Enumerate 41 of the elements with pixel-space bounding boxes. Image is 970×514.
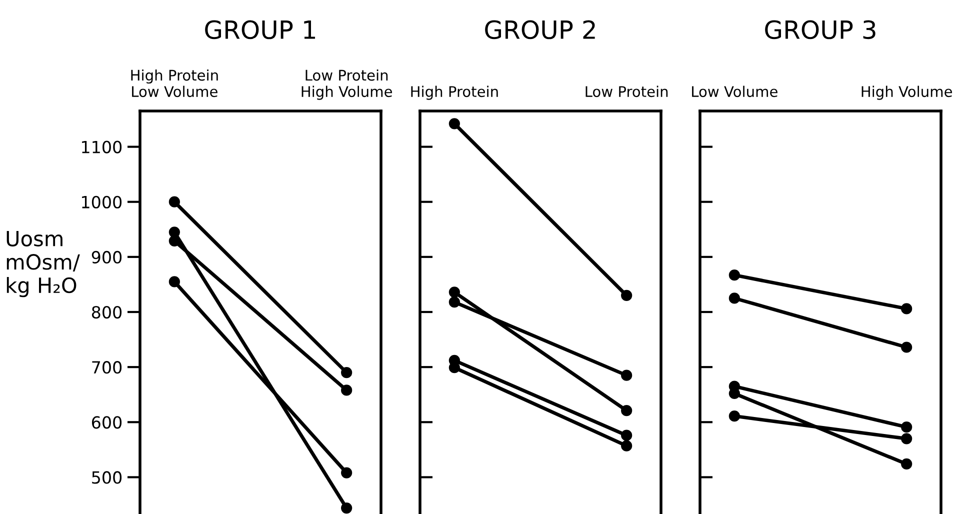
point <box>901 458 912 470</box>
point <box>448 296 460 308</box>
x-tick-label: High Protein <box>411 86 498 100</box>
x-tick-label: Low Protein High Volume <box>302 69 392 100</box>
point <box>168 196 180 208</box>
chart-title: GROUP 3 <box>765 20 876 40</box>
y-axis-title: Uosm mOsm/ kg H₂O <box>6 230 80 298</box>
point <box>341 502 352 514</box>
point <box>168 235 180 247</box>
y-tick-label: 1100 <box>82 140 122 154</box>
point <box>341 467 352 478</box>
y-tick-label: 800 <box>92 306 122 319</box>
point <box>901 422 912 433</box>
x-tick-label: Low Protein <box>586 86 668 98</box>
x-tick-label: High Volume <box>862 86 952 100</box>
point <box>341 367 352 378</box>
chart-title: GROUP 2 <box>485 20 595 40</box>
y-tick-label: 1000 <box>82 196 122 208</box>
point <box>728 410 740 422</box>
y-tick-label: 700 <box>92 361 122 374</box>
point <box>168 226 180 238</box>
x-tick-label: Low Volume <box>692 86 778 98</box>
point <box>728 292 740 304</box>
chart-title: GROUP 1 <box>205 20 316 40</box>
y-tick-label: 900 <box>92 250 122 264</box>
x-tick-label: High Protein Low Volume <box>131 69 218 98</box>
point <box>621 430 632 441</box>
y-tick-label: 600 <box>92 416 122 429</box>
point <box>448 286 460 298</box>
point <box>621 440 632 452</box>
point <box>621 290 632 302</box>
point <box>728 270 740 281</box>
point <box>448 118 460 130</box>
y-tick-label: 500 <box>92 471 122 484</box>
point <box>621 405 632 416</box>
point <box>901 433 912 444</box>
point <box>168 276 180 288</box>
point <box>341 384 352 396</box>
point <box>901 303 912 314</box>
point <box>621 370 632 381</box>
point <box>901 342 912 353</box>
